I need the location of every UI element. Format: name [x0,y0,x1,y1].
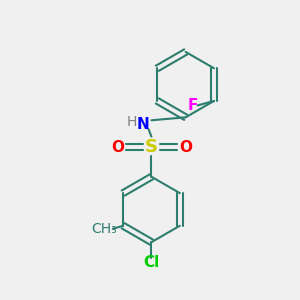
Text: F: F [188,98,198,113]
Text: H: H [127,115,137,129]
Text: S: S [145,138,158,156]
Text: Cl: Cl [143,255,160,270]
Text: CH₃: CH₃ [91,222,117,236]
Text: N: N [136,117,149,132]
Text: O: O [111,140,124,154]
Text: O: O [179,140,192,154]
